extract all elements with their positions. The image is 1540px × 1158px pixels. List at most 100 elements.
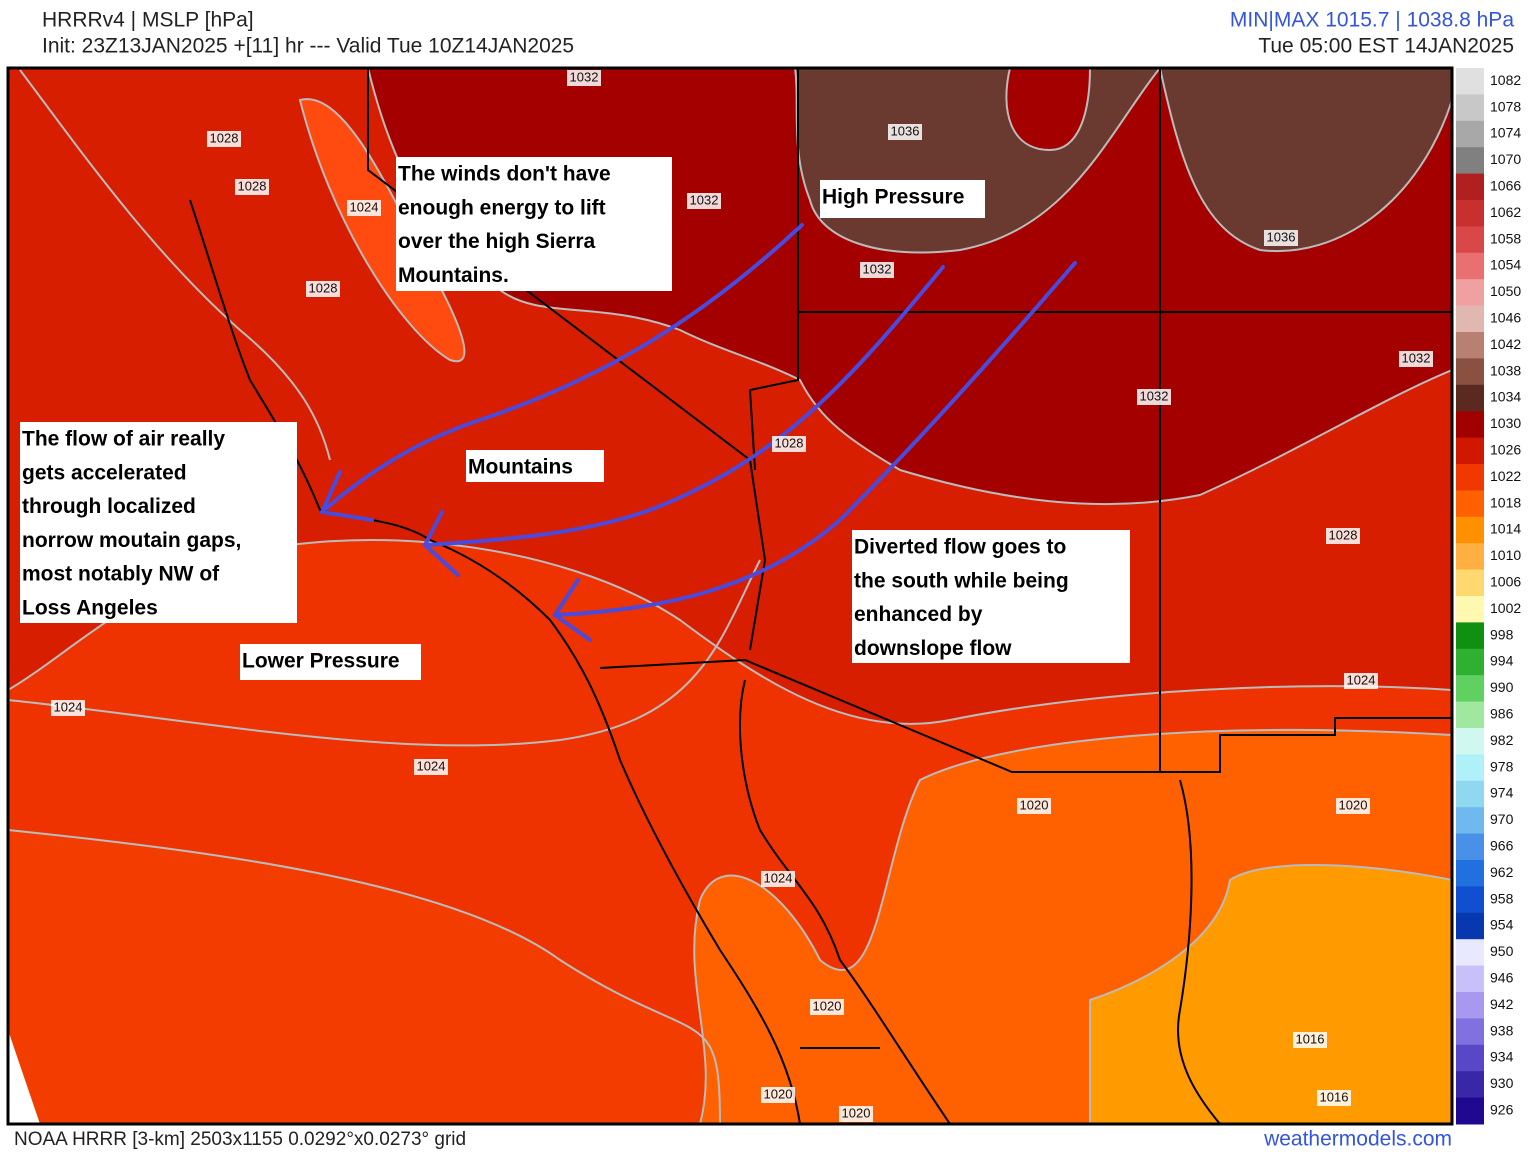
contour-label-bg: [207, 131, 241, 147]
annotation-box: [466, 450, 604, 482]
colorbar-label: 926: [1490, 1102, 1514, 1118]
colorbar-label: 1074: [1490, 125, 1521, 141]
colorbar-label: 978: [1490, 758, 1514, 774]
contour-label-bg: [761, 1087, 795, 1103]
colorbar-swatch: [1456, 1071, 1484, 1099]
colorbar-swatch: [1456, 807, 1484, 835]
annotation-text: downslope flow: [854, 637, 1012, 660]
colorbar-swatch: [1456, 1097, 1484, 1125]
colorbar-swatch: [1456, 490, 1484, 518]
annotation-box: [20, 422, 297, 623]
colorbar-label: 1038: [1490, 362, 1521, 378]
colorbar-swatch: [1456, 516, 1484, 544]
contour-label: 1016: [1320, 1089, 1349, 1104]
colorbar-swatch: [1456, 754, 1484, 782]
annotation-text: enough energy to lift: [398, 196, 606, 219]
colorbar-label: 1010: [1490, 547, 1521, 563]
annotation-text: Lower Pressure: [242, 650, 400, 673]
colorbar-swatch: [1456, 992, 1484, 1019]
colorbar-label: 1030: [1490, 415, 1521, 431]
colorbar-label: 950: [1490, 943, 1514, 959]
isobars: [8, 68, 1452, 1124]
contour-label: 1024: [417, 758, 446, 773]
contour-label-bg: [839, 1106, 873, 1122]
colorbar-label: 930: [1490, 1075, 1514, 1091]
colorbar-swatch: [1456, 833, 1484, 861]
colorbar-label: 1006: [1490, 574, 1521, 590]
contour-label: 1016: [1296, 1031, 1325, 1046]
colorbar-label: 1062: [1490, 204, 1521, 220]
contour-label-bg: [860, 262, 894, 278]
contour-label-bg: [1264, 230, 1298, 246]
contour-label: 1024: [54, 699, 83, 714]
contour-label-bg: [1017, 798, 1051, 814]
colorbar-label: 986: [1490, 706, 1514, 722]
contour-label: 1020: [842, 1105, 871, 1120]
colorbar-label: 966: [1490, 838, 1514, 854]
annotation-text: most notably NW of: [22, 563, 220, 586]
colorbar-swatch: [1456, 675, 1484, 703]
colorbar-swatch: [1456, 120, 1484, 148]
colorbar-label: 1034: [1490, 389, 1521, 405]
colorbar-label: 938: [1490, 1022, 1514, 1038]
colorbar-swatch: [1456, 437, 1484, 465]
colorbar-swatch: [1456, 305, 1484, 333]
annotation-box: [240, 644, 421, 680]
contour-label-bg: [772, 436, 806, 452]
colorbar-label: 1018: [1490, 494, 1521, 510]
flow-arrows: [319, 223, 1077, 642]
field: [1090, 865, 1452, 1124]
colorbar-swatch: [1456, 1018, 1484, 1046]
init: Init: 23Z13JAN2025 +[11] hr --- Valid Tu…: [42, 35, 574, 58]
annotation-text: Mountains.: [398, 264, 509, 287]
colorbar-label: 994: [1490, 653, 1514, 669]
map-frame: [6, 66, 1454, 1126]
colorbar-swatch: [1456, 173, 1484, 201]
contour-label: 1028: [1329, 527, 1358, 542]
colorbar-swatch: [1456, 569, 1484, 597]
colorbar-label: 1014: [1490, 521, 1521, 537]
annotation-text: enhanced by: [854, 603, 983, 626]
field: [8, 830, 720, 1124]
contour-label-bg: [1399, 351, 1433, 367]
colorbar-swatch: [1456, 358, 1484, 386]
footer-source: weathermodels.com: [1263, 1128, 1452, 1151]
no-data: [8, 1030, 40, 1124]
annotation-text: Loss Angeles: [22, 597, 158, 620]
contour-label: 1020: [813, 998, 842, 1013]
colorbar-label: 1078: [1490, 98, 1521, 114]
contour-label-bg: [51, 700, 85, 716]
colorbar-swatch: [1456, 622, 1484, 650]
colorbar-label: 1082: [1490, 72, 1521, 88]
colorbar-swatch: [1456, 411, 1484, 439]
colorbar-swatch: [1456, 464, 1484, 491]
contour-label-bg: [306, 281, 340, 297]
contour-label: 1036: [891, 123, 920, 138]
annotation-text: over the high Sierra: [398, 230, 596, 253]
colorbar-label: 1054: [1490, 257, 1521, 273]
colorbar-label: 1002: [1490, 600, 1521, 616]
contour-label: 1024: [1347, 672, 1376, 687]
colorbar-label: 990: [1490, 679, 1514, 695]
contour-label: 1028: [210, 130, 239, 145]
colorbar-label: 942: [1490, 996, 1514, 1012]
colorbar-swatch: [1456, 648, 1484, 676]
colorbar-swatch: [1456, 384, 1484, 412]
colorbar-label: 970: [1490, 811, 1514, 827]
colorbar-label: 958: [1490, 890, 1514, 906]
colorbar-label: 1022: [1490, 468, 1521, 484]
colorbar-label: 974: [1490, 785, 1514, 801]
colorbar-swatch: [1456, 68, 1484, 95]
colorbar-swatch: [1456, 147, 1484, 175]
annotation-text: gets accelerated: [22, 461, 187, 484]
colorbar-swatch: [1456, 728, 1484, 755]
contour-label: 1024: [350, 199, 379, 214]
field: [300, 99, 465, 362]
contour-label: 1036: [1267, 229, 1296, 244]
contour-label: 1028: [238, 178, 267, 193]
contour-label: 1020: [764, 1086, 793, 1101]
colorbar-swatch: [1456, 1044, 1484, 1072]
colorbar-swatch: [1456, 939, 1484, 967]
colorbar-swatch: [1456, 332, 1484, 359]
